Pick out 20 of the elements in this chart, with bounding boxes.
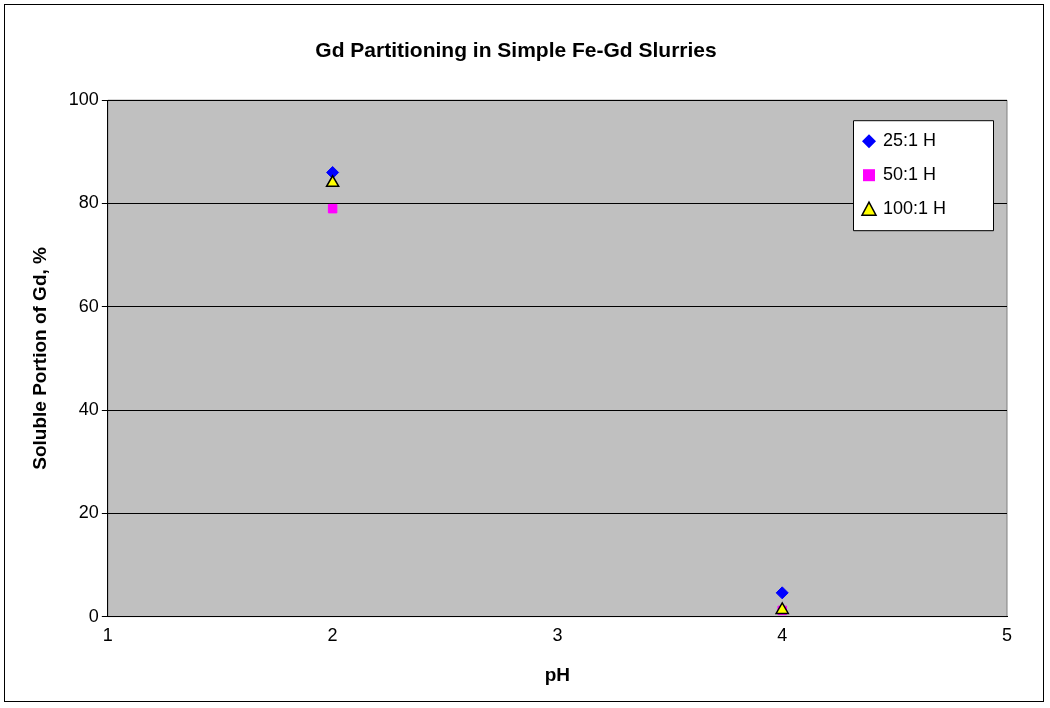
legend-label: 50:1 H bbox=[883, 164, 937, 185]
x-tick-label: 3 bbox=[552, 625, 563, 646]
y-tick-label: 0 bbox=[88, 605, 99, 626]
legend-label: 25:1 H bbox=[883, 130, 937, 151]
point bbox=[775, 586, 789, 600]
point bbox=[327, 203, 338, 214]
legend-label: 100:1 H bbox=[883, 198, 947, 219]
y-tick-label: 100 bbox=[68, 89, 99, 110]
point bbox=[325, 175, 340, 188]
x-tick-label: 5 bbox=[1001, 625, 1013, 646]
y-tick-label: 40 bbox=[78, 399, 99, 420]
y-tick-label: 20 bbox=[78, 502, 99, 523]
x-tick-label: 1 bbox=[102, 625, 113, 646]
y-tick-label: 60 bbox=[78, 295, 99, 316]
y-tick-label: 80 bbox=[78, 192, 99, 213]
chart-title: Gd Partitioning in Simple Fe-Gd Slurries bbox=[315, 38, 717, 62]
x-tick-label: 2 bbox=[327, 625, 338, 646]
x-tick-label: 4 bbox=[777, 625, 788, 646]
x-axis-title: pH bbox=[544, 663, 571, 685]
y-axis-title: Soluble Portion of Gd, % bbox=[28, 246, 50, 470]
